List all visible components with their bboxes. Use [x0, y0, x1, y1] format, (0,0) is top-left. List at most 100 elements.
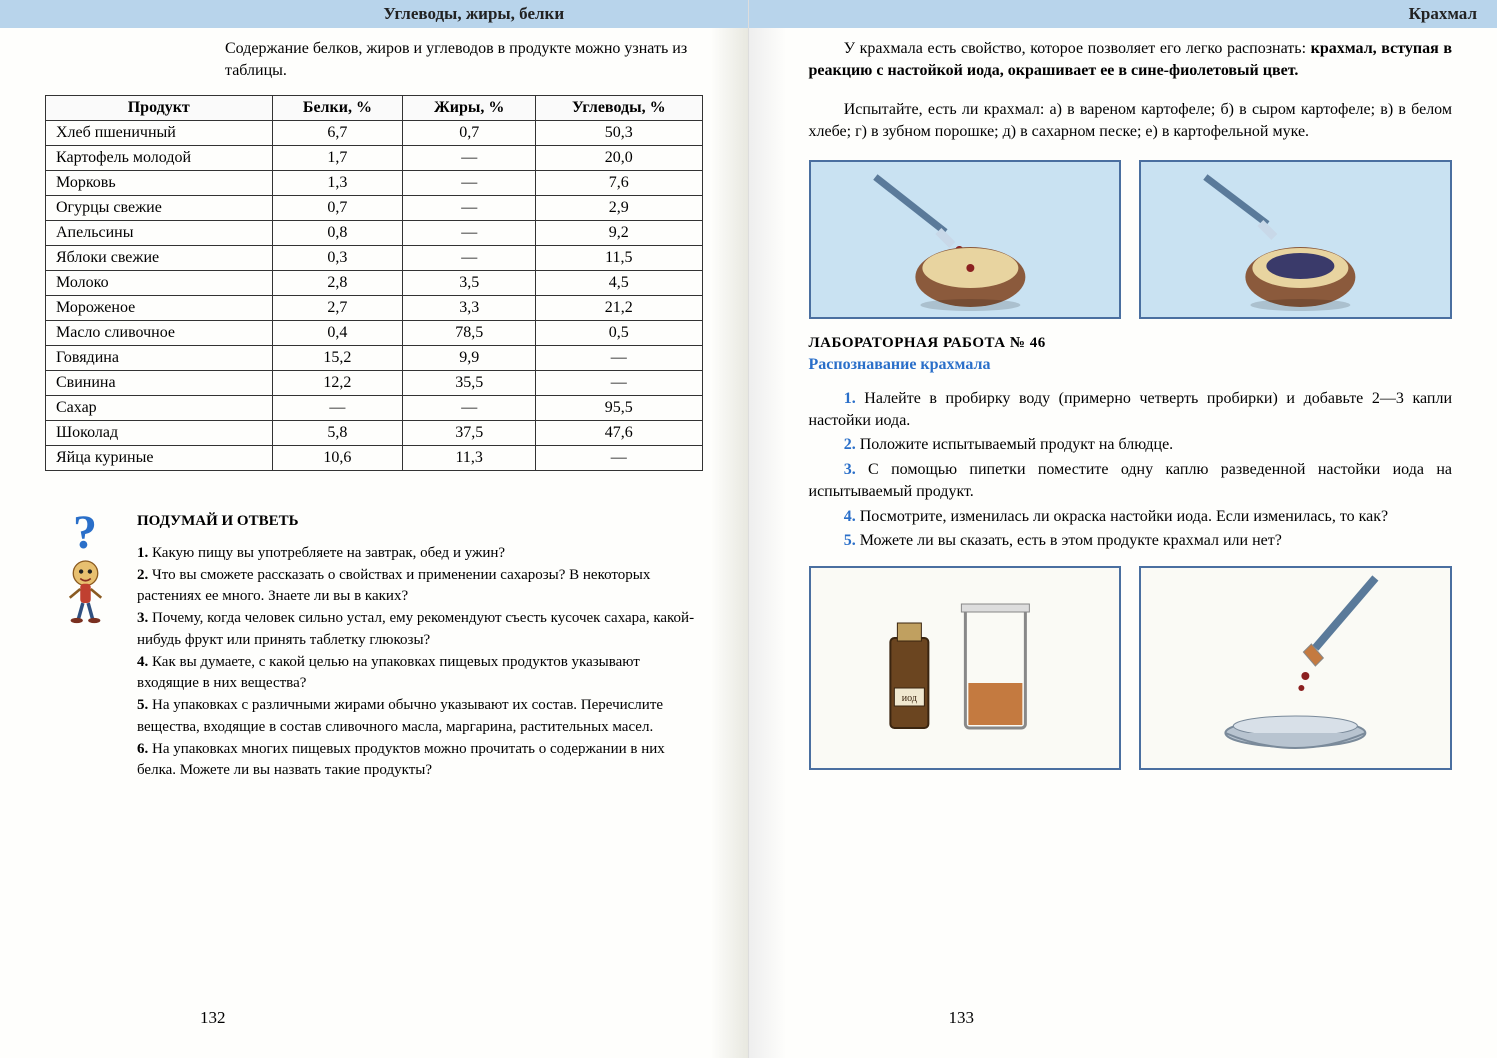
cell-value: —: [536, 346, 702, 371]
cell-value: 0,5: [536, 321, 702, 346]
cell-value: —: [536, 371, 702, 396]
nutrients-table: Продукт Белки, % Жиры, % Углеводы, % Хле…: [45, 95, 703, 471]
cell-value: 50,3: [536, 121, 702, 146]
question-item: 5. На упаковках с различными жирами обыч…: [137, 695, 703, 739]
table-row: Мороженое2,73,321,2: [46, 296, 703, 321]
question-item: 4. Как вы думаете, с какой целью на упак…: [137, 652, 703, 696]
col-carb: Углеводы, %: [536, 96, 702, 121]
cell-value: 37,5: [403, 421, 536, 446]
left-header-bar: Углеводы, жиры, белки: [0, 0, 748, 28]
left-page: Углеводы, жиры, белки Содержание белков,…: [0, 0, 749, 1058]
table-header-row: Продукт Белки, % Жиры, % Углеводы, %: [46, 96, 703, 121]
lab-steps: 1. Налейте в пробирку воду (примерно чет…: [809, 388, 1453, 553]
cell-value: 0,7: [272, 196, 403, 221]
potato-image-1: [809, 160, 1122, 319]
cell-product: Огурцы свежие: [46, 196, 273, 221]
cell-value: —: [272, 396, 403, 421]
table-row: Картофель молодой1,7—20,0: [46, 146, 703, 171]
cell-product: Морковь: [46, 171, 273, 196]
cell-product: Апельсины: [46, 221, 273, 246]
mascot-block: ?: [45, 511, 125, 782]
cell-value: 47,6: [536, 421, 702, 446]
table-row: Хлеб пшеничный6,70,750,3: [46, 121, 703, 146]
lab-image-2: [1139, 566, 1452, 770]
cell-value: —: [403, 221, 536, 246]
lab-step: 5. Можете ли вы сказать, есть в этом про…: [809, 530, 1453, 552]
cell-product: Хлеб пшеничный: [46, 121, 273, 146]
potato-image-2: [1139, 160, 1452, 319]
starch-intro: У крахмала есть свойство, которое позвол…: [809, 38, 1453, 83]
starch-intro-a: У крахмала есть свойство, которое позвол…: [844, 40, 1311, 57]
col-product: Продукт: [46, 96, 273, 121]
table-row: Яйца куриные10,611,3—: [46, 446, 703, 471]
cell-product: Яблоки свежие: [46, 246, 273, 271]
table-row: Говядина15,29,9—: [46, 346, 703, 371]
cell-value: 21,2: [536, 296, 702, 321]
table-row: Морковь1,3—7,6: [46, 171, 703, 196]
question-item: 2. Что вы сможете рассказать о свойствах…: [137, 565, 703, 609]
cell-value: 2,8: [272, 271, 403, 296]
mascot-icon: [58, 554, 113, 624]
starch-test-text: Испытайте, есть ли крахмал: а) в вареном…: [809, 99, 1453, 144]
lab-subtitle: Распознавание крахмала: [809, 356, 1453, 374]
lab-step: 4. Посмотрите, изменилась ли окраска нас…: [809, 506, 1453, 528]
think-section: ? ПОДУМАЙ И ОТВЕТЬ: [45, 511, 703, 782]
cell-value: 3,3: [403, 296, 536, 321]
col-fat: Жиры, %: [403, 96, 536, 121]
cell-product: Масло сливочное: [46, 321, 273, 346]
cell-value: 2,7: [272, 296, 403, 321]
left-page-number: 132: [200, 1008, 226, 1028]
table-row: Сахар——95,5: [46, 396, 703, 421]
cell-value: 3,5: [403, 271, 536, 296]
cell-value: 35,5: [403, 371, 536, 396]
table-row: Огурцы свежие0,7—2,9: [46, 196, 703, 221]
cell-product: Свинина: [46, 371, 273, 396]
cell-value: 15,2: [272, 346, 403, 371]
table-row: Шоколад5,837,547,6: [46, 421, 703, 446]
cell-product: Шоколад: [46, 421, 273, 446]
cell-value: 2,9: [536, 196, 702, 221]
cell-value: —: [403, 396, 536, 421]
cell-value: 95,5: [536, 396, 702, 421]
cell-value: 9,9: [403, 346, 536, 371]
iodine-label: иод: [901, 693, 916, 704]
cell-value: 6,7: [272, 121, 403, 146]
cell-value: 11,3: [403, 446, 536, 471]
book-spread: Углеводы, жиры, белки Содержание белков,…: [0, 0, 1497, 1058]
intro-text: Содержание белков, жиров и углеводов в п…: [225, 38, 703, 81]
right-page-number: 133: [949, 1008, 975, 1028]
cell-value: 11,5: [536, 246, 702, 271]
cell-product: Говядина: [46, 346, 273, 371]
cell-value: 4,5: [536, 271, 702, 296]
col-protein: Белки, %: [272, 96, 403, 121]
cell-value: 10,6: [272, 446, 403, 471]
cell-product: Мороженое: [46, 296, 273, 321]
right-header-bar: Крахмал: [749, 0, 1497, 28]
cell-product: Картофель молодой: [46, 146, 273, 171]
cell-value: 78,5: [403, 321, 536, 346]
question-item: 6. На упаковках многих пищевых продуктов…: [137, 739, 703, 783]
cell-value: —: [536, 446, 702, 471]
cell-value: 0,7: [403, 121, 536, 146]
think-title: ПОДУМАЙ И ОТВЕТЬ: [137, 511, 703, 533]
cell-value: 0,3: [272, 246, 403, 271]
cell-value: —: [403, 196, 536, 221]
table-row: Апельсины0,8—9,2: [46, 221, 703, 246]
lab-step: 1. Налейте в пробирку воду (примерно чет…: [809, 388, 1453, 433]
cell-value: 20,0: [536, 146, 702, 171]
question-item: 3. Почему, когда человек сильно устал, е…: [137, 608, 703, 652]
cell-value: 0,4: [272, 321, 403, 346]
right-header-title: Крахмал: [1409, 4, 1477, 24]
cell-product: Сахар: [46, 396, 273, 421]
think-body: ПОДУМАЙ И ОТВЕТЬ 1. Какую пищу вы употре…: [137, 511, 703, 782]
cell-value: —: [403, 146, 536, 171]
cell-value: 12,2: [272, 371, 403, 396]
table-row: Молоко2,83,54,5: [46, 271, 703, 296]
left-header-title: Углеводы, жиры, белки: [383, 4, 564, 24]
lab-image-row: иод: [809, 566, 1453, 770]
table-row: Яблоки свежие0,3—11,5: [46, 246, 703, 271]
lab-image-1: иод: [809, 566, 1122, 770]
cell-value: 5,8: [272, 421, 403, 446]
potato-image-row: [809, 160, 1453, 319]
cell-value: 7,6: [536, 171, 702, 196]
